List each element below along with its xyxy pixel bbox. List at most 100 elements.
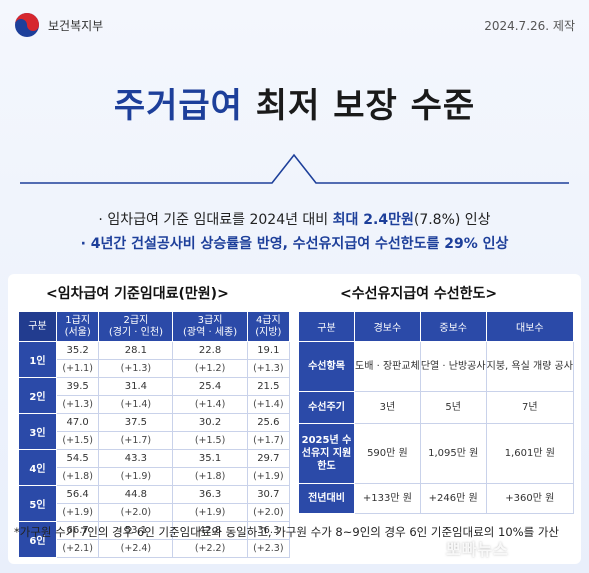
- rent-diff-cell: (+2.0): [98, 503, 174, 522]
- rent-value-cell: 35.1: [172, 449, 248, 468]
- rent-diff-cell: (+2.0): [246, 503, 291, 522]
- table-row-diff: (+1.8) (+1.9) (+1.8) (+1.9): [19, 467, 291, 486]
- repair-value-cell: +246만 원: [419, 483, 487, 514]
- rent-value-cell: 43.3: [98, 449, 174, 468]
- rent-table-header: 구분 1급지 (서울) 2급지 (경기 · 인천) 3급지 (광역 · 세종) 4급지…: [18, 311, 291, 342]
- table-row: 수선주기 3년 5년 7년: [298, 391, 575, 424]
- header-cell: 구분: [18, 311, 57, 342]
- rent-table-title: <임차급여 기준임대료(만원)>: [46, 286, 229, 302]
- rent-value-cell: 21.5: [246, 377, 291, 396]
- table-row-diff: (+1.9) (+2.0) (+1.9) (+2.0): [19, 503, 291, 522]
- repair-value-cell: 1,095만 원: [419, 423, 487, 484]
- row-label: 2인: [18, 377, 57, 414]
- table-row: 전년대비 +133만 원 +246만 원 +360만 원: [298, 483, 575, 514]
- table-row-diff: (+2.1) (+2.4) (+2.2) (+2.3): [19, 539, 291, 558]
- row-label: 6인: [18, 521, 57, 558]
- taegeuk-logo-icon: [14, 12, 40, 38]
- row-label: 수선항목: [298, 341, 355, 392]
- repair-value-cell: +360만 원: [485, 483, 575, 514]
- rent-value-cell: 29.7: [246, 449, 291, 468]
- row-label: 2025년 수선유지 지원한도: [298, 423, 355, 484]
- rent-value-cell: 44.8: [98, 485, 174, 504]
- rent-diff-cell: (+1.8): [172, 467, 248, 486]
- rent-diff-cell: (+1.9): [172, 503, 248, 522]
- header-cell: 중보수: [419, 311, 487, 342]
- rent-value-cell: 28.1: [98, 341, 174, 360]
- page-title: 주거급여 최저 보장 수준: [0, 78, 589, 127]
- row-label: 수선주기: [298, 391, 355, 424]
- rent-diff-cell: (+1.7): [246, 431, 291, 450]
- repair-value-cell: 1,601만 원: [485, 423, 575, 484]
- row-label: 1인: [18, 341, 57, 378]
- repair-table: 구분 경보수 중보수 대보수 수선항목 도배 · 장판교체 단열 · 난방공사 지붕,…: [298, 311, 575, 514]
- rent-diff-cell: (+1.9): [98, 467, 174, 486]
- table-row: 6인 66.7 53.1 42.8 36.3: [18, 521, 291, 558]
- header-cell: 구분: [298, 311, 355, 342]
- header-cell: 2급지 (경기 · 인천): [98, 311, 174, 342]
- table-row: 3인 47.0 37.5 30.2 25.6: [18, 413, 291, 450]
- table-row: 1인 35.2 28.1 22.8 19.1: [18, 341, 291, 378]
- rent-diff-cell: (+1.7): [98, 431, 174, 450]
- header-cell: 대보수: [485, 311, 575, 342]
- repair-value-cell: 7년: [485, 391, 575, 424]
- rent-value-cell: 25.6: [246, 413, 291, 432]
- rent-value-cell: 35.2: [55, 341, 100, 360]
- rent-value-cell: 31.4: [98, 377, 174, 396]
- repair-table-header: 구분 경보수 중보수 대보수: [298, 311, 575, 342]
- rent-value-cell: 39.5: [55, 377, 100, 396]
- header-cell: 경보수: [354, 311, 421, 342]
- rent-diff-cell: (+2.2): [172, 539, 248, 558]
- header: 보건복지부 2024.7.26. 제작: [14, 10, 575, 40]
- rent-diff-cell: (+1.9): [246, 467, 291, 486]
- footnote: *가구원 수가 7인의 경우 6인 기준임대료와 동일하고, 가구원 수가 8~…: [14, 525, 559, 539]
- rent-diff-cell: (+1.2): [172, 359, 248, 378]
- bullet-repair: · 4년간 건설공사비 상승률을 반영, 수선유지급여 수선한도를 29% 인상: [80, 236, 509, 252]
- rent-diff-cell: (+1.3): [55, 395, 100, 414]
- rent-diff-cell: (+1.4): [246, 395, 291, 414]
- repair-value-cell: +133만 원: [354, 483, 421, 514]
- rent-diff-cell: (+1.8): [55, 467, 100, 486]
- repair-table-title: <수선유지급여 수선한도>: [340, 286, 498, 302]
- rent-diff-cell: (+2.4): [98, 539, 174, 558]
- title-highlight: 주거급여: [113, 86, 243, 126]
- rent-value-cell: 47.0: [55, 413, 100, 432]
- rent-value-cell: 25.4: [172, 377, 248, 396]
- divider-arrow: [20, 153, 569, 184]
- production-date: 2024.7.26. 제작: [484, 18, 575, 33]
- header-cell: 4급지 (지방): [246, 311, 291, 342]
- row-label: 5인: [18, 485, 57, 522]
- rent-value-cell: 54.5: [55, 449, 100, 468]
- rent-diff-cell: (+1.4): [98, 395, 174, 414]
- table-row: 2025년 수선유지 지원한도 590만 원 1,095만 원 1,601만 원: [298, 423, 575, 484]
- summary-bullets: · 임차급여 기준 임대료를 2024년 대비 최대 2.4만원(7.8%) 인…: [0, 208, 589, 256]
- rent-diff-cell: (+1.4): [172, 395, 248, 414]
- rent-diff-cell: (+1.1): [55, 359, 100, 378]
- watermark: 뽀빠뉴스: [446, 540, 509, 559]
- repair-value-cell: 3년: [354, 391, 421, 424]
- rent-value-cell: 37.5: [98, 413, 174, 432]
- rent-diff-cell: (+1.9): [55, 503, 100, 522]
- rent-diff-cell: (+1.3): [98, 359, 174, 378]
- rent-table: 구분 1급지 (서울) 2급지 (경기 · 인천) 3급지 (광역 · 세종) 4급지…: [18, 311, 291, 558]
- table-row: 5인 56.4 44.8 36.3 30.7: [18, 485, 291, 522]
- rent-value-cell: 30.7: [246, 485, 291, 504]
- rent-diff-cell: (+2.3): [246, 539, 291, 558]
- rent-value-cell: 56.4: [55, 485, 100, 504]
- table-row-diff: (+1.3) (+1.4) (+1.4) (+1.4): [19, 395, 291, 414]
- table-row: 4인 54.5 43.3 35.1 29.7: [18, 449, 291, 486]
- repair-value-cell: 단열 · 난방공사: [419, 341, 487, 392]
- rent-diff-cell: (+1.5): [55, 431, 100, 450]
- title-rest: 최저 보장 수준: [255, 86, 476, 126]
- row-label: 4인: [18, 449, 57, 486]
- table-row: 2인 39.5 31.4 25.4 21.5: [18, 377, 291, 414]
- repair-value-cell: 5년: [419, 391, 487, 424]
- table-row: 수선항목 도배 · 장판교체 단열 · 난방공사 지붕, 욕실 개량 공사: [298, 341, 575, 392]
- rent-value-cell: 19.1: [246, 341, 291, 360]
- rent-value-cell: 36.3: [172, 485, 248, 504]
- rent-value-cell: 22.8: [172, 341, 248, 360]
- ministry-name: 보건복지부: [48, 18, 104, 33]
- rent-diff-cell: (+2.1): [55, 539, 100, 558]
- repair-value-cell: 590만 원: [354, 423, 421, 484]
- header-cell: 3급지 (광역 · 세종): [172, 311, 248, 342]
